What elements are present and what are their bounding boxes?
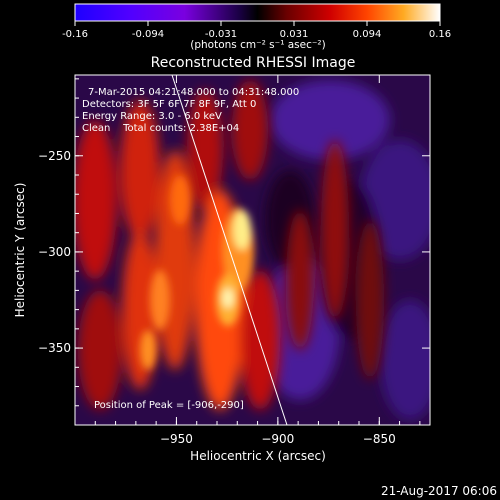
- info-line-energy: Energy Range: 3.0 - 6.0 keV: [82, 111, 222, 122]
- colorbar-tick-label: -0.031: [205, 29, 237, 40]
- bright-sources: [140, 175, 254, 370]
- info-line-time: 7-Mar-2015 04:21:48.000 to 04:31:48.000: [88, 87, 299, 98]
- colorbar-tick-label: -0.094: [132, 29, 164, 40]
- footer-timestamp: 21-Aug-2017 06:06: [381, 484, 497, 498]
- info-line-detectors: Detectors: 3F 5F 6F 7F 8F 9F, Att 0: [82, 99, 256, 110]
- info-line-clean: Clean Total counts: 2.38E+04: [82, 123, 239, 134]
- y-tick-label: −300: [38, 245, 71, 259]
- purple-background: [260, 80, 430, 420]
- peak-position-label: Position of Peak = [-906,-290]: [94, 400, 244, 411]
- y-axis-ticks: −250 −300 −350: [38, 78, 430, 426]
- y-tick-label: −350: [38, 341, 71, 355]
- colorbar: -0.16 -0.094 -0.031 0.031 0.094 0.16 (photons…: [62, 3, 451, 51]
- colorbar-units-label: (photons cm⁻² s⁻¹ asec⁻²): [190, 39, 325, 51]
- x-tick-label: −900: [261, 432, 294, 446]
- colorbar-gradient: [74, 3, 441, 22]
- x-tick-label: −850: [363, 432, 396, 446]
- solar-limb-line: [171, 75, 288, 425]
- colorbar-tick-label: 0.16: [429, 29, 451, 40]
- y-tick-label: −250: [38, 149, 71, 163]
- colorbar-ticks: -0.16 -0.094 -0.031 0.031 0.094 0.16: [62, 21, 451, 40]
- rhessi-image: [75, 75, 430, 425]
- y-axis-label: Heliocentric Y (arcsec): [13, 183, 27, 318]
- info-text: 7-Mar-2015 04:21:48.000 to 04:31:48.000 …: [82, 87, 299, 411]
- colorbar-tick-label: 0.094: [353, 29, 382, 40]
- x-axis-label: Heliocentric X (arcsec): [190, 449, 326, 463]
- colorbar-tick-label: 0.031: [280, 29, 309, 40]
- x-tick-label: −950: [160, 432, 193, 446]
- x-axis-ticks: −950 −900 −850: [74, 75, 421, 446]
- plot-frame: [74, 74, 431, 426]
- image-title: Reconstructed RHESSI Image: [151, 55, 356, 71]
- colorbar-tick-label: -0.16: [62, 29, 88, 40]
